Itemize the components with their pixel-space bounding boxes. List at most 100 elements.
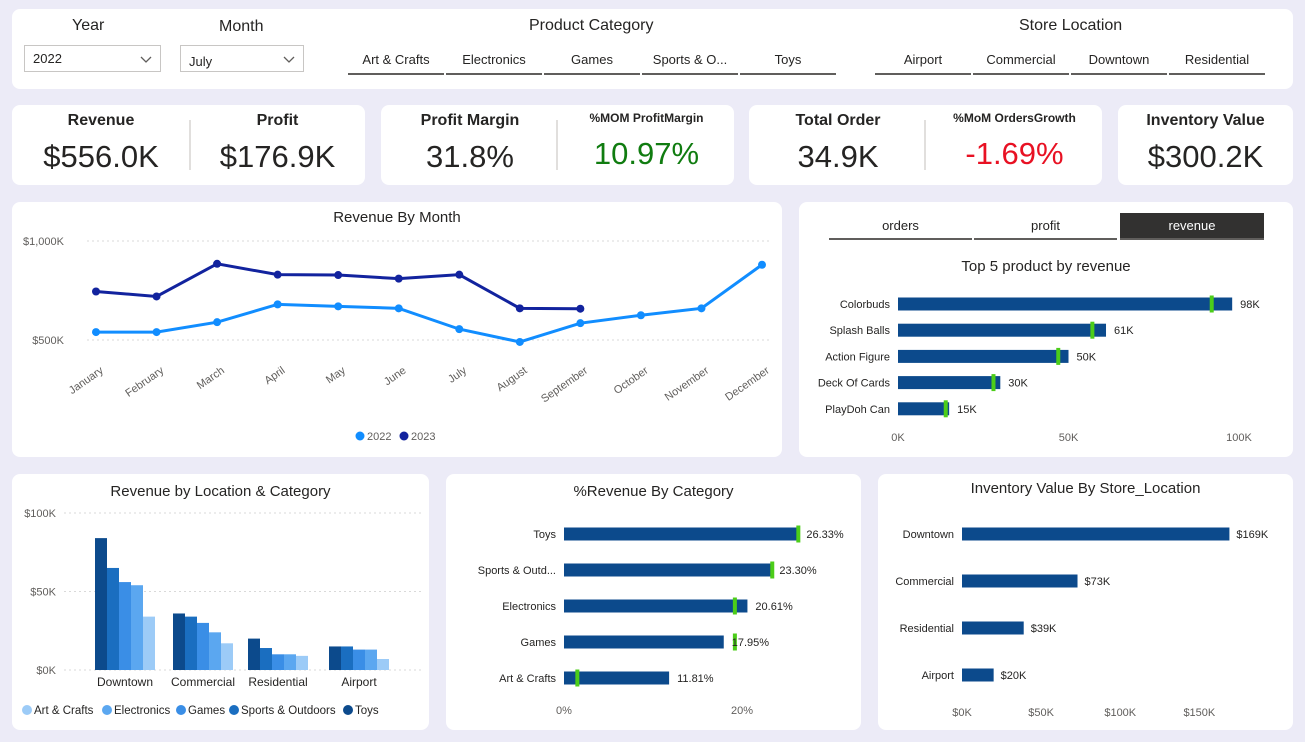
- data-point-2022: [636, 311, 645, 320]
- data-point-2023: [455, 270, 464, 279]
- inventory-location-title: Inventory Value By Store_Location: [970, 480, 1201, 497]
- data-point-2022: [152, 328, 161, 337]
- data-label: 26.33%: [806, 529, 844, 541]
- target-marker: [1090, 321, 1095, 339]
- data-point-2023: [213, 259, 222, 268]
- x-tick-label: 20%: [731, 705, 753, 717]
- x-tick-label: 50K: [1059, 432, 1079, 444]
- legend-label: Toys: [355, 705, 379, 717]
- total-order-label: Total Order: [795, 112, 881, 129]
- category-slicer-title: Product Category: [529, 17, 654, 34]
- pct-revenue-card: %Revenue By Category Toys 26.33% Sports & …: [446, 474, 861, 730]
- category-tile-games[interactable]: Games: [544, 45, 640, 75]
- category-label: Art & Crafts: [499, 673, 556, 685]
- kpi-card-inventory: Inventory Value $300.2K: [1118, 105, 1293, 185]
- data-point-2022: [273, 300, 282, 309]
- profit-margin-label: Profit Margin: [420, 112, 520, 129]
- bar-Art & Crafts: [377, 659, 389, 670]
- data-label: 20.61%: [755, 601, 793, 613]
- kpi-card-revenue-profit: Revenue $556.0K Profit $176.9K: [12, 105, 365, 185]
- category-tile-toys[interactable]: Toys: [740, 45, 836, 75]
- x-tick-label: Downtown: [97, 675, 153, 689]
- category-label: PlayDoh Can: [825, 404, 890, 416]
- series-line-2022: [96, 263, 763, 344]
- location-tile-commercial[interactable]: Commercial: [973, 45, 1069, 75]
- bar: [962, 621, 1024, 635]
- category-label: Deck Of Cards: [818, 378, 891, 390]
- year-dropdown-value: 2022: [33, 51, 62, 66]
- x-tick-label: $100K: [1104, 707, 1136, 719]
- target-marker: [770, 561, 775, 579]
- target-marker: [796, 525, 801, 543]
- bar: [898, 376, 1001, 390]
- bar-Sports & Outdoors: [341, 646, 353, 670]
- pct-revenue-title: %Revenue By Category: [573, 483, 734, 500]
- category-label: Splash Balls: [829, 325, 890, 337]
- toggle-revenue[interactable]: revenue: [1120, 213, 1264, 240]
- mom-orders-value: -1.69%: [965, 136, 1064, 171]
- category-tile-sports[interactable]: Sports & O...: [642, 45, 738, 75]
- month-dropdown[interactable]: July: [180, 45, 304, 72]
- slicer-panel: Year 2022 Month July Product Category Ar…: [12, 9, 1293, 89]
- location-tile-residential[interactable]: Residential: [1169, 45, 1265, 75]
- bar: [962, 574, 1078, 588]
- bar: [564, 527, 799, 541]
- x-tick-label: Commercial: [171, 675, 235, 689]
- total-order-value: 34.9K: [797, 139, 879, 174]
- top5-products-chart: Colorbuds 98K Splash Balls 61K Action Figure…: [818, 295, 1260, 444]
- data-label: $73K: [1085, 576, 1111, 588]
- top5-products-title: Top 5 product by revenue: [961, 258, 1131, 275]
- revenue-by-month-chart: $1,000K $500K January February March April May…: [23, 236, 772, 443]
- x-tick-label: 100K: [1226, 432, 1252, 444]
- revenue-by-month-title: Revenue By Month: [333, 209, 461, 226]
- data-point-2023: [273, 270, 282, 279]
- y-tick-label: $500K: [32, 335, 64, 347]
- chevron-down-icon: [283, 56, 295, 63]
- x-tick-label: 0%: [556, 705, 572, 717]
- x-tick-label: June: [382, 365, 408, 389]
- bar: [564, 563, 772, 577]
- bar-Games: [119, 582, 131, 670]
- y-tick-label: $100K: [24, 508, 56, 520]
- data-point-2022: [515, 337, 524, 346]
- bar-Sports & Outdoors: [185, 616, 197, 670]
- data-point-2022: [213, 318, 222, 327]
- location-category-title: Revenue by Location & Category: [110, 483, 331, 500]
- category-label: Colorbuds: [840, 299, 891, 311]
- bar-Toys: [329, 646, 341, 670]
- data-point-2023: [334, 271, 343, 280]
- legend-label: 2023: [411, 431, 435, 443]
- data-label: 50K: [1077, 351, 1097, 363]
- data-point-2022: [697, 304, 706, 313]
- location-category-chart: $0K $50K $100K Downtown Commercial Residentia…: [22, 508, 422, 717]
- toggle-profit[interactable]: profit: [974, 213, 1117, 240]
- bar-Toys: [173, 613, 185, 670]
- data-point-2022: [576, 319, 585, 328]
- category-label: Toys: [533, 529, 556, 541]
- y-tick-label: $0K: [36, 665, 56, 677]
- bar-Games: [197, 622, 209, 670]
- bar: [898, 402, 950, 416]
- top5-products-card: orders profit revenue Top 5 product by r…: [799, 202, 1293, 457]
- legend-marker: [355, 431, 365, 441]
- category-tile-electronics[interactable]: Electronics: [446, 45, 542, 75]
- target-marker: [1056, 347, 1061, 365]
- category-label: Games: [521, 637, 557, 649]
- category-label: Airport: [922, 670, 954, 682]
- data-point-2023: [515, 304, 524, 313]
- bar: [564, 671, 670, 685]
- data-label: 23.30%: [779, 565, 817, 577]
- y-tick-label: $50K: [30, 587, 56, 599]
- target-marker: [943, 400, 948, 418]
- toggle-orders[interactable]: orders: [829, 213, 972, 240]
- category-tiles: Art & Crafts Electronics Games Sports & …: [348, 45, 838, 75]
- profit-label: Profit: [256, 112, 299, 129]
- location-tile-downtown[interactable]: Downtown: [1071, 45, 1167, 75]
- category-label: Commercial: [895, 576, 954, 588]
- target-marker: [991, 374, 996, 392]
- data-point-2022: [92, 328, 100, 337]
- profit-margin-value: 31.8%: [426, 139, 514, 174]
- location-tile-airport[interactable]: Airport: [875, 45, 971, 75]
- category-tile-art[interactable]: Art & Crafts: [348, 45, 444, 75]
- year-dropdown[interactable]: 2022: [24, 45, 161, 72]
